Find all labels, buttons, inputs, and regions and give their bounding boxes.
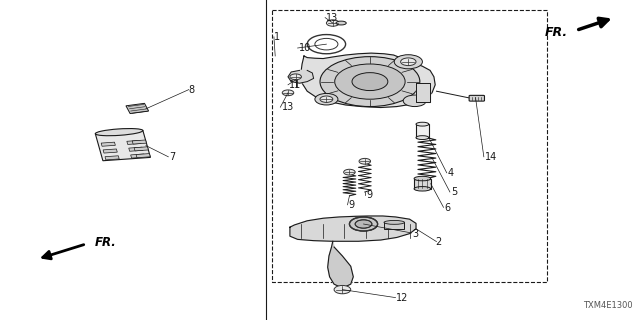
- Text: TXM4E1300: TXM4E1300: [582, 301, 632, 310]
- Polygon shape: [288, 70, 314, 83]
- Circle shape: [352, 73, 388, 91]
- Text: 7: 7: [170, 152, 176, 162]
- FancyBboxPatch shape: [126, 103, 148, 114]
- Circle shape: [334, 285, 351, 294]
- Text: FR.: FR.: [545, 26, 568, 38]
- FancyBboxPatch shape: [469, 95, 484, 101]
- Circle shape: [355, 220, 372, 228]
- Bar: [105, 156, 119, 160]
- Circle shape: [335, 64, 405, 99]
- Circle shape: [403, 95, 426, 107]
- Ellipse shape: [414, 176, 431, 181]
- Bar: [132, 140, 147, 144]
- Ellipse shape: [414, 187, 431, 191]
- Text: 9: 9: [349, 200, 355, 210]
- Polygon shape: [328, 241, 353, 288]
- Text: 13: 13: [326, 12, 339, 23]
- Polygon shape: [301, 53, 435, 108]
- Bar: [134, 147, 148, 151]
- Text: 2: 2: [435, 236, 442, 247]
- Circle shape: [394, 55, 422, 69]
- Circle shape: [349, 217, 378, 231]
- Bar: [384, 222, 404, 229]
- Circle shape: [359, 158, 371, 164]
- Text: 11: 11: [289, 80, 301, 90]
- Text: 5: 5: [451, 187, 458, 197]
- Bar: [127, 140, 141, 144]
- Bar: [95, 131, 150, 161]
- Circle shape: [290, 74, 301, 80]
- Ellipse shape: [95, 129, 143, 136]
- Text: 1: 1: [274, 32, 280, 42]
- Text: 10: 10: [299, 43, 311, 53]
- Text: 8: 8: [189, 84, 195, 95]
- Bar: [136, 154, 150, 158]
- Text: 6: 6: [445, 203, 451, 213]
- Circle shape: [320, 57, 420, 107]
- Bar: [129, 147, 143, 151]
- Bar: [101, 142, 115, 146]
- Ellipse shape: [416, 122, 429, 126]
- Text: 3: 3: [413, 228, 419, 239]
- Text: 14: 14: [485, 152, 497, 162]
- Bar: [414, 179, 431, 189]
- Text: 4: 4: [448, 168, 454, 178]
- Polygon shape: [290, 216, 416, 241]
- Ellipse shape: [384, 220, 404, 224]
- Ellipse shape: [416, 136, 429, 140]
- Ellipse shape: [336, 21, 346, 25]
- Circle shape: [344, 169, 355, 175]
- Bar: [416, 124, 429, 138]
- Circle shape: [315, 93, 338, 105]
- Circle shape: [320, 96, 333, 102]
- Bar: [131, 154, 145, 158]
- Text: 13: 13: [282, 102, 294, 112]
- Circle shape: [401, 58, 416, 66]
- Text: 12: 12: [396, 292, 408, 303]
- Text: 9: 9: [366, 190, 372, 200]
- Text: FR.: FR.: [95, 236, 116, 249]
- Circle shape: [282, 90, 294, 96]
- Circle shape: [326, 20, 339, 26]
- Bar: [103, 149, 117, 153]
- Bar: [272, 10, 547, 282]
- Polygon shape: [416, 83, 430, 102]
